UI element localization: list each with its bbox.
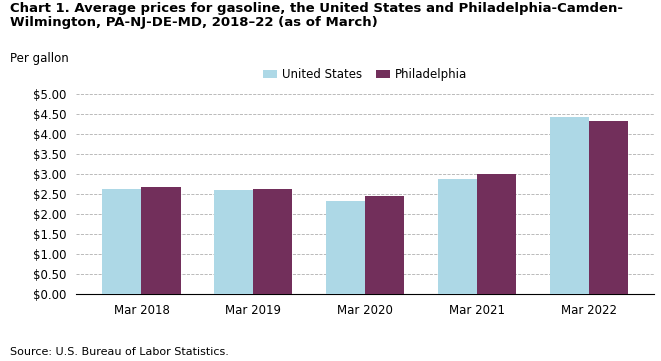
Bar [214,190,253,294]
Text: Per gallon: Per gallon [10,52,69,65]
Bar [141,187,180,294]
Bar [550,117,589,294]
Bar [326,201,366,294]
Bar [589,121,628,294]
Bar [102,189,141,294]
Text: Wilmington, PA-NJ-DE-MD, 2018–22 (as of March): Wilmington, PA-NJ-DE-MD, 2018–22 (as of … [10,16,377,29]
Text: Source: U.S. Bureau of Labor Statistics.: Source: U.S. Bureau of Labor Statistics. [10,347,229,357]
Legend: United States, Philadelphia: United States, Philadelphia [258,64,472,86]
Bar [438,179,477,294]
Bar [253,189,292,294]
Text: Chart 1. Average prices for gasoline, the United States and Philadelphia-Camden-: Chart 1. Average prices for gasoline, th… [10,2,623,15]
Bar [477,174,516,294]
Bar [365,196,405,294]
